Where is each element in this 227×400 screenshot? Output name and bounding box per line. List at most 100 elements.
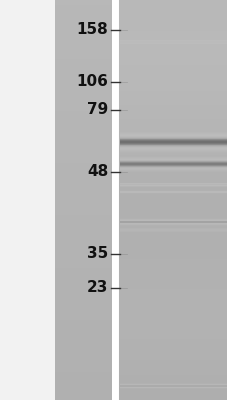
Text: 106: 106 — [76, 74, 108, 90]
Bar — [54, 64, 111, 65]
Bar — [117, 19, 227, 20]
Bar — [117, 263, 227, 264]
Bar — [54, 260, 111, 261]
Bar — [117, 107, 227, 108]
Bar — [117, 279, 227, 280]
Bar — [54, 36, 111, 37]
Bar — [54, 396, 111, 397]
Bar — [54, 20, 111, 21]
Bar — [54, 144, 111, 145]
Bar — [117, 144, 227, 145]
Bar — [54, 363, 111, 364]
Bar — [117, 344, 227, 345]
Text: 48: 48 — [87, 164, 108, 180]
Bar — [117, 256, 227, 257]
Bar — [54, 221, 111, 223]
Bar — [54, 72, 111, 73]
Bar — [117, 60, 227, 61]
Bar — [54, 4, 111, 5]
Bar — [54, 324, 111, 325]
Bar — [54, 249, 111, 251]
Bar — [54, 123, 111, 124]
Bar — [117, 131, 227, 132]
Bar — [117, 328, 227, 329]
Bar — [117, 261, 227, 263]
Bar — [117, 17, 227, 19]
Bar — [117, 364, 227, 365]
Bar — [117, 13, 227, 15]
Bar — [117, 303, 227, 304]
Bar — [117, 151, 227, 152]
Bar — [117, 211, 227, 212]
Bar — [54, 259, 111, 260]
Bar — [54, 272, 111, 273]
Bar — [54, 163, 111, 164]
Bar — [54, 387, 111, 388]
Bar — [117, 253, 227, 255]
Bar — [54, 325, 111, 327]
Bar — [117, 311, 227, 312]
Bar — [54, 165, 111, 167]
Bar — [54, 79, 111, 80]
Bar — [117, 320, 227, 321]
Bar — [117, 127, 227, 128]
Bar — [117, 260, 227, 261]
Bar — [54, 276, 111, 277]
Bar — [117, 40, 227, 41]
Bar — [54, 197, 111, 199]
Bar — [54, 216, 111, 217]
Bar — [119, 147, 227, 148]
Bar — [117, 123, 227, 124]
Bar — [119, 142, 227, 143]
Bar — [117, 288, 227, 289]
Bar — [117, 216, 227, 217]
Bar — [54, 19, 111, 20]
Bar — [117, 21, 227, 23]
Bar — [54, 61, 111, 63]
Bar — [117, 104, 227, 105]
Bar — [117, 188, 227, 189]
Bar — [117, 371, 227, 372]
Bar — [54, 376, 111, 377]
Bar — [117, 72, 227, 73]
Bar — [54, 95, 111, 96]
Bar — [117, 69, 227, 71]
Bar — [117, 208, 227, 209]
Bar — [117, 172, 227, 173]
Bar — [54, 236, 111, 237]
Bar — [117, 227, 227, 228]
Bar — [54, 237, 111, 239]
Bar — [117, 83, 227, 84]
Bar — [117, 165, 227, 167]
Bar — [54, 132, 111, 133]
Bar — [54, 56, 111, 57]
Bar — [54, 141, 111, 143]
Bar — [54, 369, 111, 371]
Bar — [54, 40, 111, 41]
Bar — [117, 85, 227, 87]
Bar — [117, 9, 227, 11]
Bar — [54, 148, 111, 149]
Bar — [54, 180, 111, 181]
Bar — [117, 333, 227, 335]
Bar — [54, 320, 111, 321]
Bar — [117, 84, 227, 85]
Bar — [54, 232, 111, 233]
Bar — [54, 69, 111, 71]
Bar — [117, 113, 227, 115]
Bar — [54, 288, 111, 289]
Bar — [117, 269, 227, 271]
Bar — [117, 387, 227, 388]
Bar — [54, 76, 111, 77]
Bar — [54, 152, 111, 153]
Bar — [117, 35, 227, 36]
Bar — [54, 15, 111, 16]
Bar — [54, 193, 111, 195]
Bar — [54, 240, 111, 241]
Bar — [117, 160, 227, 161]
Bar — [117, 239, 227, 240]
Bar — [117, 65, 227, 67]
Bar — [54, 224, 111, 225]
Bar — [117, 276, 227, 277]
Bar — [54, 257, 111, 259]
